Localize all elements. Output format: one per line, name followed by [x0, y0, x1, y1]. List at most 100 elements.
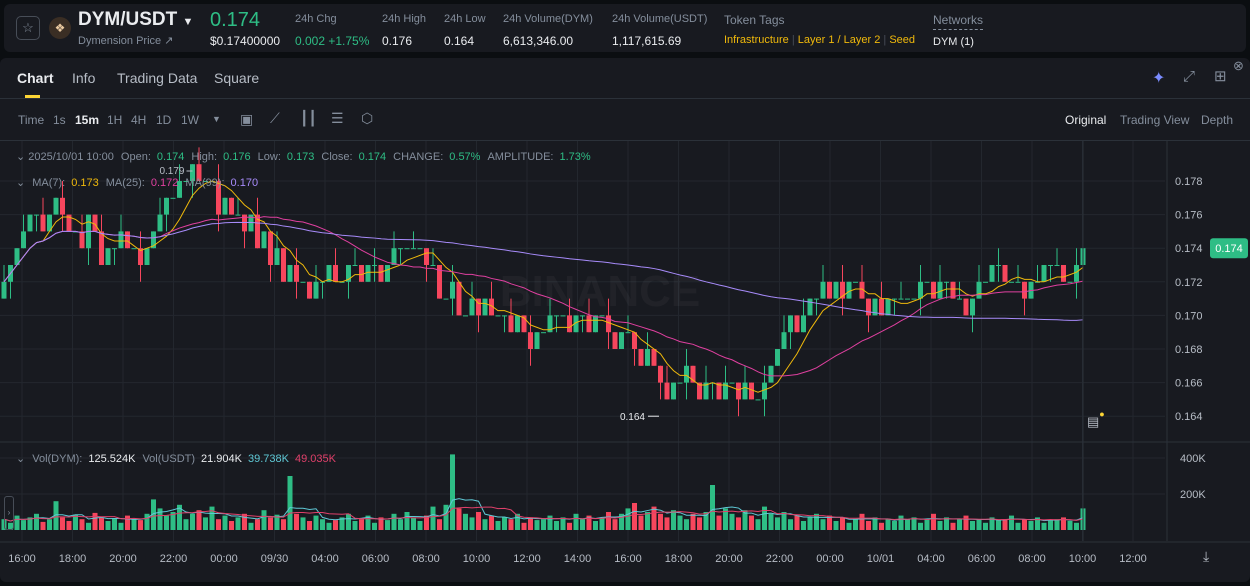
candle-body: [619, 332, 624, 349]
volume-bar: [99, 517, 104, 530]
volume-bar: [430, 506, 436, 530]
volume-bar: [684, 519, 689, 530]
view-depth[interactable]: Depth: [1201, 113, 1234, 127]
candle-body: [112, 248, 117, 250]
volume-bar: [255, 519, 260, 530]
volume-bar: [320, 519, 325, 530]
tab-info[interactable]: Info: [72, 70, 96, 86]
pane-resize-handle[interactable]: ›: [4, 496, 14, 530]
volume-tick-label: 400K: [1180, 453, 1206, 465]
volume-bar: [950, 522, 956, 530]
token-price-link[interactable]: Dymension Price ↗: [78, 35, 174, 47]
tag-link[interactable]: Seed: [889, 34, 916, 46]
candle-body: [456, 281, 462, 316]
candle-body: [515, 315, 520, 333]
indicator-icon[interactable]: ⟋: [270, 110, 280, 126]
volume-bar: [437, 519, 442, 530]
volume-bar: [281, 519, 286, 530]
interval-1w[interactable]: 1W: [181, 113, 199, 127]
volume-bar: [762, 506, 767, 530]
tab-square[interactable]: Square: [214, 70, 260, 86]
interval-more-dropdown[interactable]: ▼: [212, 114, 221, 124]
alert-note-icon[interactable]: ▤●: [1087, 409, 1105, 429]
token-tags: Infrastructure | Layer 1 / Layer 2 | See…: [724, 34, 916, 46]
candle-body: [833, 281, 839, 299]
date-range-icon[interactable]: ▣: [240, 111, 254, 127]
price-chart[interactable]: 0.178 0.176 0.174 0.172 0.170 0.168 0.166 0.164…: [0, 141, 1250, 582]
interval-1d[interactable]: 1D: [156, 113, 172, 127]
candle-body: [469, 298, 475, 316]
collapse-icon[interactable]: ⌄: [16, 453, 26, 465]
collapse-icon[interactable]: ⌄: [16, 177, 26, 189]
candle-body: [151, 231, 156, 249]
hexagon-settings-icon[interactable]: ⬡: [361, 110, 374, 126]
scroll-to-latest-icon[interactable]: ⤓: [1203, 548, 1210, 564]
volume-bar: [164, 515, 169, 530]
candle-body: [164, 197, 169, 215]
candle-body: [645, 349, 650, 366]
volume-bar: [983, 522, 988, 530]
collapse-icon[interactable]: ⌄: [16, 151, 26, 163]
volume-bar: [456, 508, 462, 530]
candle-body: [170, 197, 176, 199]
interval-1h[interactable]: 1H: [107, 113, 123, 127]
volume-bar: [794, 515, 800, 530]
candle-body: [424, 248, 429, 265]
favorite-button[interactable]: ☆: [16, 16, 40, 40]
volume-bar: [593, 521, 598, 530]
tab-chart[interactable]: Chart: [17, 70, 54, 86]
tag-link[interactable]: Layer 1 / Layer 2: [797, 34, 881, 46]
candle-body: [937, 281, 943, 299]
ai-sparkle-icon[interactable]: ✦: [1152, 70, 1166, 87]
interval-15m[interactable]: 15m: [75, 113, 100, 127]
candle-body: [684, 365, 689, 383]
interval-time: Time: [18, 113, 45, 127]
pair-selector[interactable]: DYM/USDT ▼: [78, 9, 193, 31]
volume-bar: [144, 513, 150, 530]
candle-body: [118, 231, 124, 249]
candle-body: [255, 214, 260, 249]
legend-value: 0.174: [156, 151, 185, 163]
candle-body: [911, 298, 917, 300]
legend-value: 0.172: [150, 177, 179, 189]
view-original[interactable]: Original: [1065, 113, 1107, 127]
chart-settings-icon[interactable]: ☰: [331, 110, 344, 126]
widgets-icon[interactable]: ⊞: [1214, 68, 1227, 85]
time-tick-label: 00:00: [816, 553, 844, 565]
chart-type-candles-icon[interactable]: ┃┃: [300, 110, 317, 126]
volume-bar: [801, 521, 806, 530]
candle-body: [281, 248, 286, 282]
candle-body: [541, 332, 546, 334]
volume-bar: [957, 519, 962, 530]
last-price: 0.174: [210, 9, 261, 31]
candle-body: [222, 197, 228, 215]
view-trading-view[interactable]: Trading View: [1120, 113, 1190, 127]
candle-body: [1067, 281, 1073, 283]
pair-name: DYM/USDT: [78, 9, 178, 30]
candle-body: [21, 231, 26, 249]
volume-bar: [554, 521, 559, 530]
candle-body: [14, 248, 20, 265]
volume-bar: [300, 517, 306, 530]
time-tick-label: 06:00: [968, 553, 996, 565]
candle-body: [411, 248, 416, 250]
expand-icon[interactable]: ⤢: [1183, 68, 1196, 85]
candle-body: [677, 382, 683, 384]
candle-body: [248, 214, 254, 232]
close-icon[interactable]: ⊗: [1233, 58, 1244, 73]
legend-value: 21.904K: [201, 453, 242, 465]
interval-4h[interactable]: 4H: [131, 113, 147, 127]
volume-bar: [573, 513, 579, 530]
active-tab-indicator: [25, 95, 40, 98]
tag-link[interactable]: Infrastructure: [724, 34, 789, 46]
volume-bar: [671, 510, 676, 530]
candle-body: [92, 214, 98, 232]
interval-1s[interactable]: 1s: [53, 113, 66, 127]
time-tick-label: 14:00: [564, 553, 592, 565]
volume-bar: [1041, 522, 1047, 530]
networks-value[interactable]: DYM (1): [933, 36, 974, 48]
tab-trading-data[interactable]: Trading Data: [117, 70, 198, 86]
volume-bar: [307, 521, 312, 530]
candle-body: [385, 265, 390, 282]
volume-bar: [138, 520, 143, 530]
